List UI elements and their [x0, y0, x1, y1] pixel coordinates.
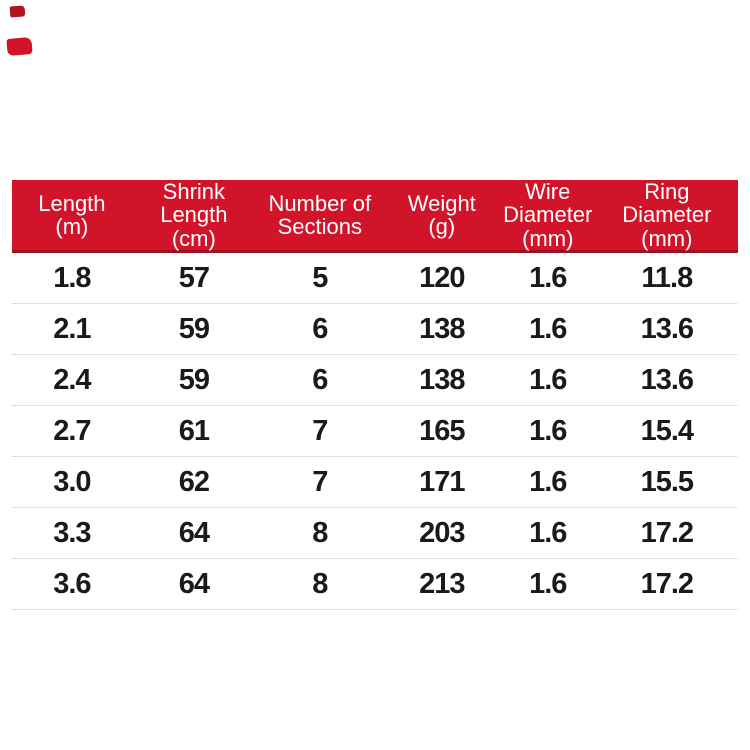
spec-table-header: Length (m) Shrink Length (cm) Number of … — [12, 180, 738, 253]
column-header-wire-diameter: Wire Diameter (mm) — [500, 180, 596, 250]
table-cell: 203 — [419, 516, 465, 549]
column-header-line: Diameter — [503, 202, 593, 228]
table-cell: 8 — [312, 567, 328, 600]
column-header-line: Ring — [644, 179, 690, 205]
table-cell: 1.6 — [529, 363, 567, 396]
red-paint-dash-icon — [6, 36, 33, 57]
table-cell: 6 — [312, 363, 328, 396]
table-cell: 64 — [178, 516, 210, 549]
table-row: 2.1 59 6 138 1.6 13.6 — [12, 304, 738, 355]
table-cell: 13.6 — [640, 312, 694, 345]
table-cell: 13.6 — [640, 363, 694, 396]
column-header-line: Length — [160, 202, 228, 228]
column-header-shrink-length: Shrink Length (cm) — [132, 180, 256, 250]
red-paint-dash-icon — [9, 5, 26, 18]
column-header-line: (g) — [428, 214, 456, 239]
column-header-line: Sections — [277, 214, 362, 239]
table-cell: 138 — [419, 363, 465, 396]
column-header-line: Number of — [268, 190, 372, 216]
table-row: 3.0 62 7 171 1.6 15.5 — [12, 457, 738, 508]
table-cell: 1.8 — [53, 261, 91, 294]
table-cell: 15.5 — [640, 465, 694, 498]
column-header-line: Length — [38, 190, 106, 216]
table-cell: 120 — [419, 261, 465, 294]
table-row: 3.3 64 8 203 1.6 17.2 — [12, 508, 738, 559]
table-cell: 61 — [178, 414, 210, 447]
table-cell: 3.6 — [53, 567, 91, 600]
table-row: 1.8 57 5 120 1.6 11.8 — [12, 253, 738, 304]
table-cell: 6 — [312, 312, 328, 345]
table-cell: 7 — [312, 465, 328, 498]
table-cell: 15.4 — [640, 414, 694, 447]
table-row: 2.7 61 7 165 1.6 15.4 — [12, 406, 738, 457]
table-cell: 5 — [312, 261, 328, 294]
column-header-line: Weight — [407, 190, 476, 216]
table-row: 2.4 59 6 138 1.6 13.6 — [12, 355, 738, 406]
table-cell: 171 — [419, 465, 465, 498]
column-header-length: Length (m) — [12, 180, 132, 250]
table-cell: 62 — [178, 465, 210, 498]
table-cell: 1.6 — [529, 567, 567, 600]
table-cell: 3.3 — [53, 516, 91, 549]
column-header-weight: Weight (g) — [384, 180, 500, 250]
table-cell: 64 — [178, 567, 210, 600]
column-header-sections: Number of Sections — [256, 180, 384, 250]
table-cell: 59 — [178, 363, 210, 396]
table-cell: 3.0 — [53, 465, 91, 498]
table-cell: 7 — [312, 414, 328, 447]
table-cell: 1.6 — [529, 261, 567, 294]
table-cell: 17.2 — [640, 516, 694, 549]
column-header-line: (cm) — [171, 225, 216, 251]
column-header-line: Wire — [525, 179, 571, 205]
column-header-ring-diameter: Ring Diameter (mm) — [596, 180, 738, 250]
column-header-line: Diameter — [622, 202, 712, 228]
table-cell: 8 — [312, 516, 328, 549]
spec-table: Length (m) Shrink Length (cm) Number of … — [12, 180, 738, 610]
table-cell: 1.6 — [529, 414, 567, 447]
table-cell: 1.6 — [529, 516, 567, 549]
column-header-line: Shrink — [162, 179, 226, 205]
table-cell: 59 — [178, 312, 210, 345]
table-cell: 57 — [178, 261, 210, 294]
column-header-line: (m) — [55, 214, 89, 239]
table-cell: 17.2 — [640, 567, 694, 600]
table-cell: 1.6 — [529, 312, 567, 345]
table-cell: 2.4 — [53, 363, 91, 396]
column-header-line: (mm) — [641, 225, 693, 251]
table-cell: 11.8 — [641, 261, 693, 294]
table-cell: 1.6 — [529, 465, 567, 498]
table-row: 3.6 64 8 213 1.6 17.2 — [12, 559, 738, 610]
table-cell: 2.7 — [53, 414, 91, 447]
table-cell: 165 — [419, 414, 465, 447]
table-cell: 2.1 — [53, 312, 91, 345]
column-header-line: (mm) — [522, 225, 574, 251]
table-cell: 213 — [419, 567, 465, 600]
table-cell: 138 — [419, 312, 465, 345]
